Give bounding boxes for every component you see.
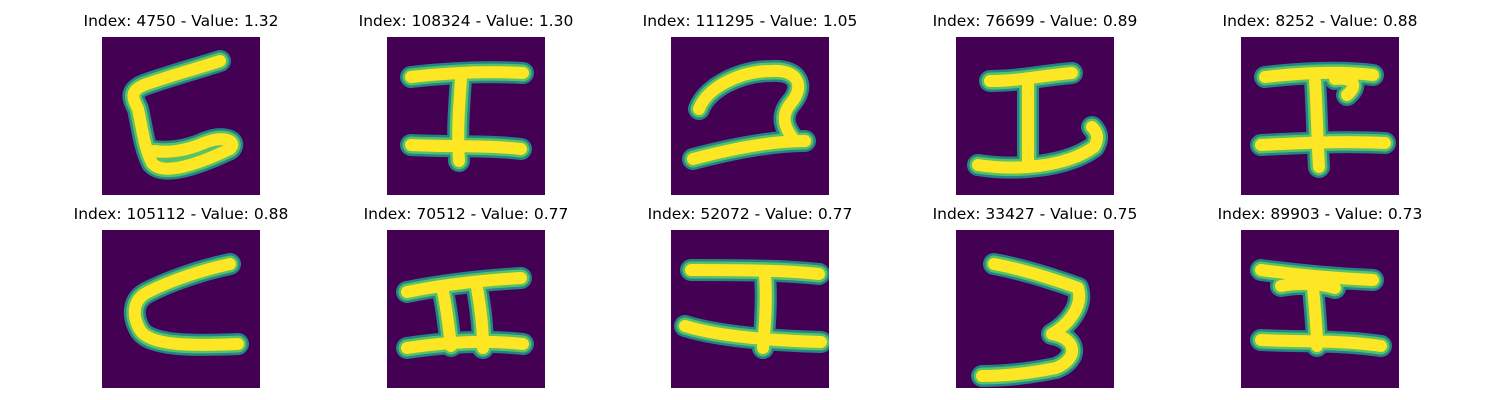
panel-value-label: Value: 0.75 <box>1050 205 1138 223</box>
panel-title: Index: 89903 - Value: 0.73 <box>1217 205 1423 223</box>
panel-title: Index: 8252 - Value: 0.88 <box>1222 12 1418 30</box>
panel-value-label: Value: 1.05 <box>770 12 858 30</box>
panel-index-label: Index: 89903 <box>1217 205 1320 223</box>
panel-title: Index: 33427 - Value: 0.75 <box>932 205 1138 223</box>
digit-image <box>1241 230 1399 388</box>
panel-index-label: Index: 33427 <box>932 205 1035 223</box>
panel-index-label: Index: 52072 <box>647 205 750 223</box>
panel-index-label: Index: 4750 <box>83 12 176 30</box>
digit-image <box>387 37 545 195</box>
panel-index-label: Index: 76699 <box>932 12 1035 30</box>
panel-title: Index: 108324 - Value: 1.30 <box>358 12 574 30</box>
digit-image <box>671 37 829 195</box>
panel-title: Index: 105112 - Value: 0.88 <box>73 205 289 223</box>
panel-index-label: Index: 8252 <box>1222 12 1315 30</box>
panel-value-label: Value: 1.30 <box>486 12 574 30</box>
panel-title: Index: 52072 - Value: 0.77 <box>647 205 853 223</box>
panel-8: Index: 52072 - Value: 0.77 <box>600 205 900 395</box>
panel-value-label: Value: 0.89 <box>1050 12 1138 30</box>
panel-title: Index: 70512 - Value: 0.77 <box>363 205 569 223</box>
panel-index-label: Index: 70512 <box>363 205 466 223</box>
panel-title: Index: 4750 - Value: 1.32 <box>83 12 279 30</box>
panel-value-label: Value: 0.73 <box>1335 205 1423 223</box>
panel-9: Index: 33427 - Value: 0.75 <box>885 205 1185 395</box>
panel-2: Index: 108324 - Value: 1.30 <box>316 12 616 202</box>
panel-value-label: Value: 0.77 <box>481 205 569 223</box>
panel-3: Index: 111295 - Value: 1.05 <box>600 12 900 202</box>
panel-title: Index: 76699 - Value: 0.89 <box>932 12 1138 30</box>
panel-value-label: Value: 0.88 <box>1330 12 1418 30</box>
panel-10: Index: 89903 - Value: 0.73 <box>1170 205 1470 395</box>
panel-title: Index: 111295 - Value: 1.05 <box>642 12 858 30</box>
digit-image <box>1241 37 1399 195</box>
panel-5: Index: 8252 - Value: 0.88 <box>1170 12 1470 202</box>
panel-6: Index: 105112 - Value: 0.88 <box>31 205 331 395</box>
panel-value-label: Value: 0.88 <box>201 205 289 223</box>
panel-index-label: Index: 108324 <box>358 12 471 30</box>
digit-image <box>956 230 1114 388</box>
digit-image <box>387 230 545 388</box>
digit-image <box>671 230 829 388</box>
digit-image <box>102 230 260 388</box>
panel-value-label: Value: 0.77 <box>765 205 853 223</box>
digit-image <box>102 37 260 195</box>
panel-7: Index: 70512 - Value: 0.77 <box>316 205 616 395</box>
digit-image <box>956 37 1114 195</box>
panel-4: Index: 76699 - Value: 0.89 <box>885 12 1185 202</box>
panel-1: Index: 4750 - Value: 1.32 <box>31 12 331 202</box>
panel-value-label: Value: 1.32 <box>191 12 279 30</box>
panel-index-label: Index: 111295 <box>642 12 755 30</box>
panel-index-label: Index: 105112 <box>73 205 186 223</box>
